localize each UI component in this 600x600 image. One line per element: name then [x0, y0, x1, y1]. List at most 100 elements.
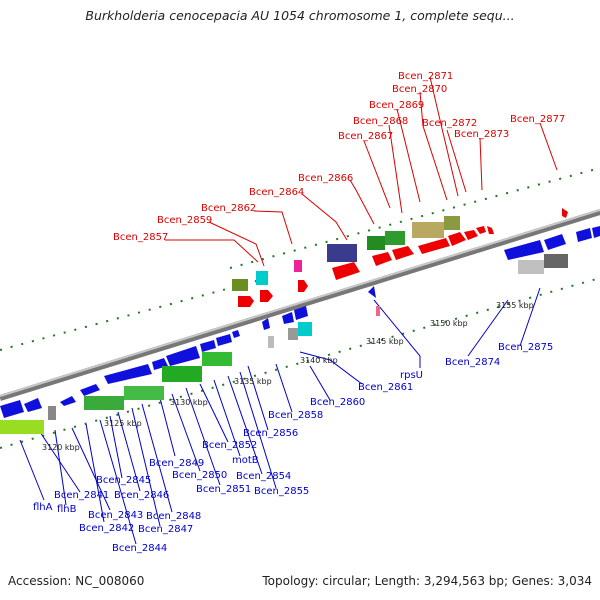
reverse-genes [0, 226, 600, 434]
gene-label: Bcen_2873 [454, 129, 509, 140]
kbp-axis: 3120 kbp 3125 kbp 3130 kbp 3135 kbp 3140… [42, 301, 534, 452]
reverse-leader-lines [19, 287, 541, 545]
kbp-label: 3125 kbp [104, 419, 142, 428]
gene-label: Bcen_2872 [422, 118, 477, 129]
gene-blue-arrow [576, 228, 592, 242]
gene-green [367, 236, 385, 250]
gene-grey [48, 406, 56, 420]
gene-blue-arrow [0, 400, 24, 418]
gene-red-arrow [476, 226, 486, 234]
gene-label: Bcen_2862 [201, 203, 256, 214]
topology-text: Topology: circular; Length: 3,294,563 bp… [262, 574, 592, 588]
map-title: Burkholderia cenocepacia AU 1054 chromos… [85, 8, 515, 23]
gene-green [202, 352, 232, 366]
gene-label: Bcen_2850 [172, 470, 227, 481]
gene-blue-arrow [368, 286, 376, 298]
gene-label: Bcen_2867 [338, 131, 393, 142]
gene-label: Bcen_2852 [202, 440, 257, 451]
gene-red-arrow [260, 290, 273, 302]
gene-label: Bcen_2871 [398, 71, 453, 82]
gene-green [124, 386, 164, 400]
gene-label: Bcen_2843 [88, 510, 143, 521]
accession-text: Accession: NC_008060 [8, 574, 145, 588]
kbp-label: 3130 kbp [170, 398, 208, 407]
gene-label: Bcen_2851 [196, 484, 251, 495]
gene-label: Bcen_2856 [243, 428, 298, 439]
kbp-label: 3135 kbp [234, 377, 272, 386]
kbp-label: 3155 kbp [496, 301, 534, 310]
gene-label: Bcen_2847 [138, 524, 193, 535]
gene-label: Bcen_2848 [146, 511, 201, 522]
gene-label: Bcen_2877 [510, 114, 565, 125]
gene-red-arrow [464, 230, 478, 240]
gene-label: Bcen_2857 [113, 232, 168, 243]
gene-blue-arrow [504, 240, 544, 260]
gene-blue-arrow [544, 234, 566, 250]
gene-label: Bcen_2846 [114, 490, 169, 501]
gene-lightgrey [518, 260, 544, 274]
gene-red-arrow [448, 232, 466, 246]
gene-blue-arrow [60, 396, 76, 406]
gene-label: Bcen_2844 [112, 543, 167, 554]
kbp-label: 3120 kbp [42, 443, 80, 452]
gene-lightgrey [268, 336, 274, 348]
gene-label: rpsU [400, 370, 423, 381]
gene-red-arrow [298, 280, 308, 292]
forward-genes [232, 208, 568, 307]
gene-label: Bcen_2869 [369, 100, 424, 111]
gene-cyan [298, 322, 312, 336]
tick-row-forward-outer [229, 167, 600, 269]
kbp-label: 3140 kbp [300, 356, 338, 365]
gene-red-arrow [392, 246, 414, 260]
gene-olive [444, 216, 460, 230]
gene-green [385, 231, 405, 245]
gene-label: flhB [57, 504, 77, 515]
gene-label: Bcen_2859 [157, 215, 212, 226]
gene-darkgrey [544, 254, 568, 268]
kbp-label: 3150 kbp [430, 319, 468, 328]
gene-red-arrow [418, 238, 450, 254]
gene-blue-arrow [592, 226, 600, 238]
gene-label: Bcen_2858 [268, 410, 323, 421]
gene-yellowgreen [0, 420, 44, 434]
gene-label: Bcen_2875 [498, 342, 553, 353]
forward-gene-labels: Bcen_2857 Bcen_2859 Bcen_2862 Bcen_2864 … [113, 71, 565, 243]
gene-label: Bcen_2842 [79, 523, 134, 534]
gene-grey [288, 328, 298, 340]
gene-blue-arrow [200, 340, 216, 352]
gene-label: Bcen_2855 [254, 486, 309, 497]
gene-blue-arrow [80, 384, 100, 396]
gene-label: Bcen_2874 [445, 357, 500, 368]
gene-olive [232, 279, 248, 291]
gene-label: flhA [33, 502, 53, 513]
gene-khaki [412, 222, 444, 238]
gene-label: Bcen_2866 [298, 173, 353, 184]
gene-blue-arrow [166, 346, 200, 366]
kbp-label: 3145 kbp [366, 337, 404, 346]
gene-label: Bcen_2870 [392, 84, 447, 95]
gene-green [84, 396, 124, 410]
gene-cyan [256, 271, 268, 285]
gene-red-arrow [238, 296, 254, 307]
gene-label: Bcen_2849 [149, 458, 204, 469]
gene-blue-arrow [282, 312, 294, 324]
gene-pink [376, 306, 380, 316]
dna-backbone [0, 209, 600, 401]
gene-label: Bcen_2860 [310, 397, 365, 408]
gene-blue-arrow [24, 398, 42, 412]
gene-blue-arrow [232, 330, 240, 338]
gene-label: Bcen_2861 [358, 382, 413, 393]
gene-red-arrow [332, 262, 360, 280]
gene-red-arrow [487, 226, 494, 234]
gene-label: Bcen_2864 [249, 187, 304, 198]
reverse-gene-labels: flhA Bcen_2841 flhB Bcen_2843 Bcen_2842 … [33, 342, 553, 554]
gene-blue-arrow [104, 364, 152, 384]
gene-blue-arrow [262, 318, 270, 330]
gene-label: Bcen_2854 [236, 471, 291, 482]
dna-backbone-highlight [0, 209, 600, 397]
tick-row-reverse-outer [0, 279, 261, 351]
gene-navy [327, 244, 357, 262]
gene-blue-arrow [216, 334, 232, 346]
gene-label: motB [232, 455, 259, 466]
